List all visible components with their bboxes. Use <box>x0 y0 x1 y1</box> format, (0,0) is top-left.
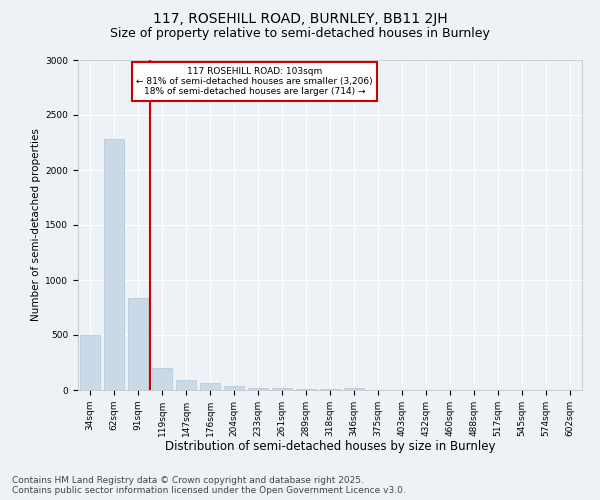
Bar <box>104 139 124 390</box>
Bar <box>80 335 100 390</box>
Bar <box>344 388 364 390</box>
Bar <box>200 384 220 390</box>
Text: 117 ROSEHILL ROAD: 103sqm
← 81% of semi-detached houses are smaller (3,206)
18% : 117 ROSEHILL ROAD: 103sqm ← 81% of semi-… <box>136 66 373 96</box>
Bar <box>296 389 316 390</box>
Bar <box>224 386 244 390</box>
Text: Contains HM Land Registry data © Crown copyright and database right 2025.
Contai: Contains HM Land Registry data © Crown c… <box>12 476 406 495</box>
Bar <box>248 388 268 390</box>
Text: 117, ROSEHILL ROAD, BURNLEY, BB11 2JH: 117, ROSEHILL ROAD, BURNLEY, BB11 2JH <box>152 12 448 26</box>
X-axis label: Distribution of semi-detached houses by size in Burnley: Distribution of semi-detached houses by … <box>165 440 495 454</box>
Y-axis label: Number of semi-detached properties: Number of semi-detached properties <box>31 128 41 322</box>
Bar <box>272 388 292 390</box>
Bar <box>176 380 196 390</box>
Bar <box>128 298 148 390</box>
Bar <box>152 368 172 390</box>
Text: Size of property relative to semi-detached houses in Burnley: Size of property relative to semi-detach… <box>110 28 490 40</box>
